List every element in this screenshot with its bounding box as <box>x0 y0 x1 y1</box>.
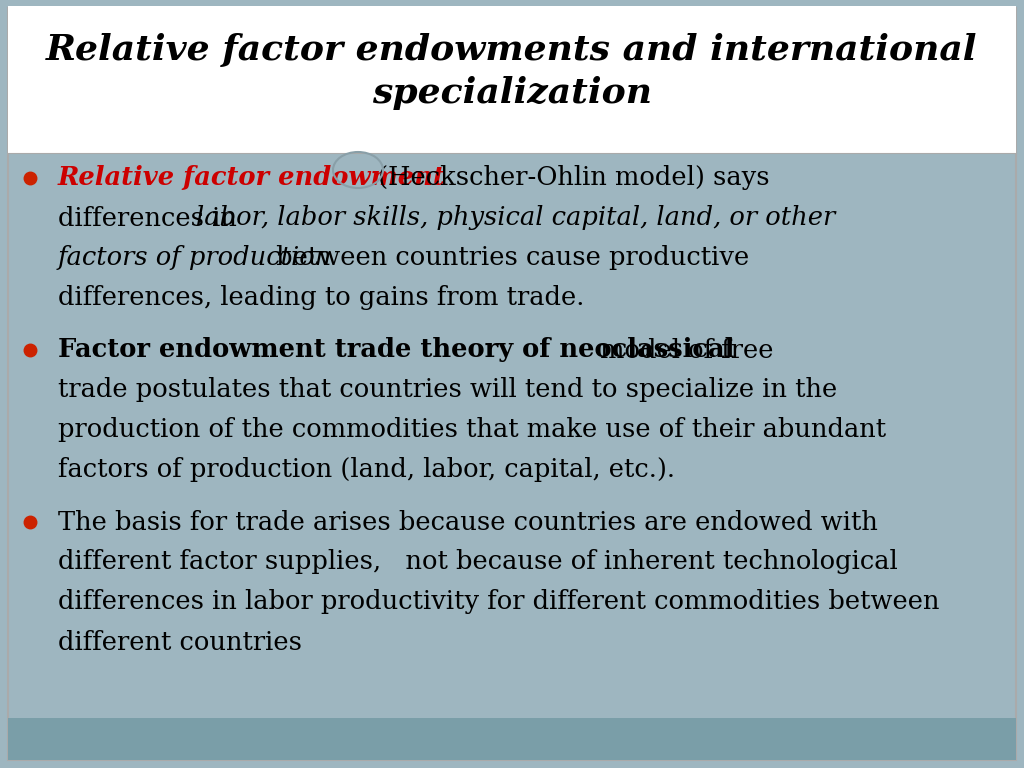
Text: between countries cause productive: between countries cause productive <box>268 246 750 270</box>
Text: production of the commodities that make use of their abundant: production of the commodities that make … <box>58 418 886 442</box>
FancyBboxPatch shape <box>8 8 1016 760</box>
Text: factors of production (land, labor, capital, etc.).: factors of production (land, labor, capi… <box>58 458 675 482</box>
Text: The basis for trade arises because countries are endowed with: The basis for trade arises because count… <box>58 509 878 535</box>
Text: factors of production: factors of production <box>58 246 333 270</box>
Text: trade postulates that countries will tend to specialize in the: trade postulates that countries will ten… <box>58 378 838 402</box>
Text: Factor endowment trade theory of neoclassical: Factor endowment trade theory of neoclas… <box>58 337 734 362</box>
Text: different countries: different countries <box>58 630 302 654</box>
FancyBboxPatch shape <box>8 718 1016 760</box>
Text: different factor supplies,   not because of inherent technological: different factor supplies, not because o… <box>58 549 898 574</box>
Text: differences in: differences in <box>58 206 245 230</box>
Text: (Heckscher-Ohlin model) says: (Heckscher-Ohlin model) says <box>370 165 770 190</box>
Text: specialization: specialization <box>372 76 652 110</box>
Text: Relative factor endowment: Relative factor endowment <box>58 165 445 190</box>
FancyBboxPatch shape <box>8 6 1016 153</box>
Text: differences, leading to gains from trade.: differences, leading to gains from trade… <box>58 286 585 310</box>
Text: differences in labor productivity for different commodities between: differences in labor productivity for di… <box>58 590 939 614</box>
Text: Relative factor endowments and international: Relative factor endowments and internati… <box>46 33 978 67</box>
Text: model of free: model of free <box>592 337 773 362</box>
Text: labor, labor skills, physical capital, land, or other: labor, labor skills, physical capital, l… <box>196 206 836 230</box>
